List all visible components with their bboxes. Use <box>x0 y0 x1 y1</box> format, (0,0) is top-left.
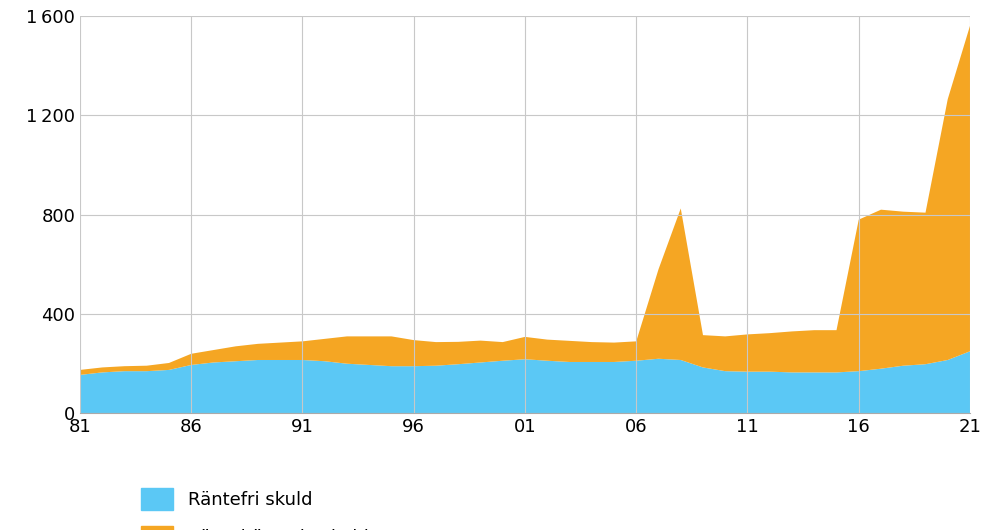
Legend: Räntefri skuld, Räntebärande skuld: Räntefri skuld, Räntebärande skuld <box>134 481 376 530</box>
